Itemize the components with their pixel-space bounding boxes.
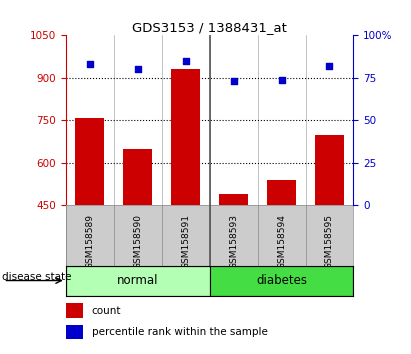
Text: diabetes: diabetes	[256, 274, 307, 287]
Bar	[315, 135, 344, 205]
Point	[182, 58, 189, 64]
Point	[134, 67, 141, 72]
Point	[278, 77, 285, 82]
Text: GSM158590: GSM158590	[133, 214, 142, 269]
Point	[326, 63, 333, 69]
Text: count: count	[92, 306, 121, 316]
Bar	[66, 266, 210, 296]
Text: GSM158594: GSM158594	[277, 214, 286, 269]
Text: disease state: disease state	[2, 272, 72, 282]
Title: GDS3153 / 1388431_at: GDS3153 / 1388431_at	[132, 21, 287, 34]
Text: GSM158591: GSM158591	[181, 214, 190, 269]
Text: normal: normal	[117, 274, 158, 287]
Bar	[75, 118, 104, 205]
Text: GSM158595: GSM158595	[325, 214, 334, 269]
Bar	[210, 266, 353, 296]
Bar	[66, 325, 83, 339]
Bar	[66, 303, 83, 318]
Bar	[171, 69, 200, 205]
Bar	[219, 194, 248, 205]
Bar	[123, 149, 152, 205]
Text: GSM158589: GSM158589	[85, 214, 94, 269]
Text: GSM158593: GSM158593	[229, 214, 238, 269]
Bar	[267, 180, 296, 205]
Point	[230, 79, 237, 84]
Text: percentile rank within the sample: percentile rank within the sample	[92, 327, 268, 337]
Point	[86, 62, 93, 67]
